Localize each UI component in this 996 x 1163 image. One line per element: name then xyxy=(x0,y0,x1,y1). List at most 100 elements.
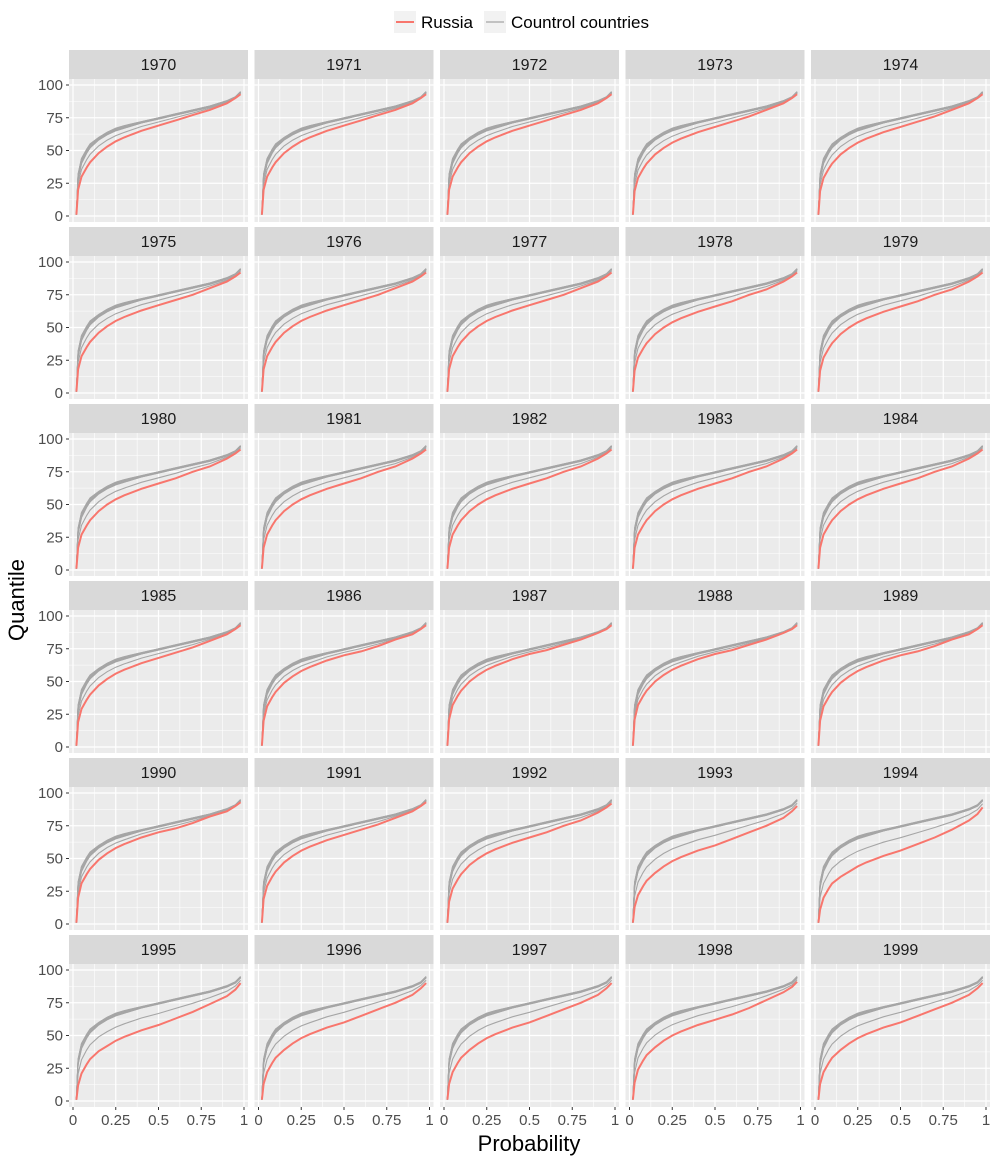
control-country-line xyxy=(632,91,798,215)
x-tick-label: 0.5 xyxy=(519,1112,540,1129)
y-tick-label: 50 xyxy=(46,674,63,691)
facet-panel-1971: 1971 xyxy=(254,50,434,222)
x-tick-label: 0.75 xyxy=(929,1112,958,1129)
strip-label-1974: 1974 xyxy=(883,57,919,74)
facet-panel-1972: 1972 xyxy=(440,50,619,222)
russia-line xyxy=(817,982,984,1100)
x-tick-label: 0.5 xyxy=(148,1112,169,1129)
y-tick-label: 0 xyxy=(55,916,63,933)
x-tick-label: 0.75 xyxy=(372,1112,401,1129)
control-country-line xyxy=(446,270,612,392)
strip-1984 xyxy=(811,404,990,433)
russia-line xyxy=(446,448,613,569)
y-tick-label: 0 xyxy=(55,562,63,579)
russia-line xyxy=(75,982,242,1100)
control-country-line xyxy=(75,976,241,1100)
control-country-line xyxy=(261,799,427,923)
x-tick-label: 1 xyxy=(240,1112,248,1129)
russia-line xyxy=(446,271,613,392)
control-country-line xyxy=(632,799,798,923)
x-axis-tick-labels: 0 0.25 0.5 0.75 1 0 0.25 0.5 0.75 1 0 0.25 0.5 0.75 1 0… xyxy=(69,1107,990,1129)
strip-label-1984: 1984 xyxy=(883,411,919,428)
y-tick-label: 75 xyxy=(46,995,63,1012)
x-tick-label: 0.5 xyxy=(890,1112,911,1129)
y-tick-label: 100 xyxy=(38,254,63,271)
y-tick-label: 75 xyxy=(46,110,63,127)
strip-label-1973: 1973 xyxy=(697,57,733,74)
russia-line xyxy=(260,448,427,569)
control-country-line xyxy=(817,268,983,392)
x-tick-label: 0.25 xyxy=(101,1112,130,1129)
control-country-line xyxy=(446,801,612,923)
control-country-line xyxy=(261,270,427,392)
control-country-line xyxy=(632,802,798,923)
russia-line xyxy=(75,801,242,923)
control-country-line xyxy=(817,445,983,569)
facet-panel-1984: 1984 xyxy=(811,404,990,576)
y-tick-label: 75 xyxy=(46,818,63,835)
strip-1985 xyxy=(69,581,248,610)
x-tick-label: 0.25 xyxy=(472,1112,501,1129)
y-tick-label: 0 xyxy=(55,1093,63,1110)
x-tick-label: 0 xyxy=(625,1112,633,1129)
y-tick-label: 0 xyxy=(55,739,63,756)
strip-1999 xyxy=(811,935,990,964)
strip-1997 xyxy=(440,935,619,964)
control-country-line xyxy=(75,979,242,1100)
strip-1993 xyxy=(625,758,805,787)
strip-1981 xyxy=(254,404,434,433)
control-country-line xyxy=(75,799,241,923)
control-country-line xyxy=(817,622,983,746)
strip-1998 xyxy=(625,935,805,964)
strip-label-1982: 1982 xyxy=(512,411,548,428)
y-tick-label: 100 xyxy=(38,608,63,625)
x-axis-title: Probability xyxy=(478,1131,581,1156)
y-tick-label: 50 xyxy=(46,851,63,868)
y-tick-label: 50 xyxy=(46,320,63,337)
x-tick-label: 0 xyxy=(440,1112,448,1129)
control-country-line xyxy=(75,92,241,215)
russia-line xyxy=(446,802,613,923)
control-country-line xyxy=(75,447,241,569)
y-tick-label: 75 xyxy=(46,641,63,658)
facet-panel-1994: 1994 xyxy=(811,758,990,930)
facet-panel-1992: 1992 xyxy=(440,758,619,930)
control-country-line xyxy=(817,91,983,215)
strip-label-1996: 1996 xyxy=(326,942,362,959)
control-country-line xyxy=(446,92,612,215)
facet-panel-1978: 1978 xyxy=(625,227,805,399)
russia-line xyxy=(817,806,984,923)
x-tick-label: 0.75 xyxy=(743,1112,772,1129)
strip-label-1971: 1971 xyxy=(326,57,362,74)
control-country-line xyxy=(817,976,983,1100)
control-country-line xyxy=(75,623,241,746)
russia-line xyxy=(631,93,798,215)
control-country-line xyxy=(446,976,612,1100)
control-country-line xyxy=(75,268,241,392)
control-country-line xyxy=(446,622,612,746)
strip-1974 xyxy=(811,50,990,79)
russia-line xyxy=(75,271,242,392)
russia-line xyxy=(75,448,242,569)
x-tick-label: 0.5 xyxy=(334,1112,355,1129)
facet-panel-1991: 1991 xyxy=(254,758,434,930)
strip-1990 xyxy=(69,758,248,787)
russia-line xyxy=(446,982,613,1100)
facet-panels: 1970 1971 1972 1973 1974 1975 1976 1977 1978 1979… xyxy=(69,50,990,1107)
strip-1982 xyxy=(440,404,619,433)
x-tick-label: 1 xyxy=(425,1112,433,1129)
strip-1971 xyxy=(254,50,434,79)
strip-label-1989: 1989 xyxy=(883,588,919,605)
control-country-line xyxy=(446,979,612,1100)
control-country-line xyxy=(817,447,983,569)
strip-label-1991: 1991 xyxy=(326,765,362,782)
strip-label-1978: 1978 xyxy=(697,234,733,251)
strip-1979 xyxy=(811,227,990,256)
strip-label-1985: 1985 xyxy=(141,588,177,605)
facet-panel-1973: 1973 xyxy=(625,50,805,222)
x-tick-label: 0.75 xyxy=(187,1112,216,1129)
russia-line xyxy=(631,448,798,569)
control-country-line xyxy=(261,268,427,392)
facet-panel-1993: 1993 xyxy=(625,758,805,930)
russia-line xyxy=(817,448,984,569)
